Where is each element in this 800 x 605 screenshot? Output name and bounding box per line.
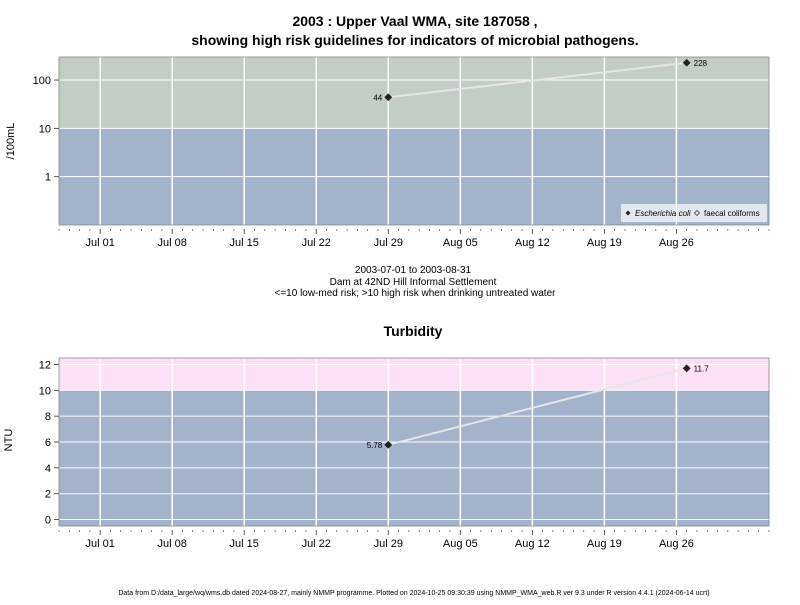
chart2-ylabel: NTU (3, 429, 15, 452)
data-point (384, 93, 393, 102)
x-tick-label: Aug 12 (515, 237, 550, 249)
y-tick-label: 6 (45, 437, 51, 449)
y-tick-label: 8 (45, 411, 51, 423)
data-label: 228 (694, 59, 708, 68)
y-tick-label: 2 (45, 489, 51, 501)
data-point (682, 364, 691, 373)
footer-note: Data from D:/data_large/wq/wms.db dated … (118, 590, 709, 597)
data-label: 5.78 (367, 441, 383, 450)
y-tick-label: 0 (45, 515, 51, 527)
x-tick-label: Aug 05 (443, 237, 478, 249)
legend-marker-filled (625, 210, 631, 216)
y-tick-label: 100 (33, 75, 51, 87)
x-tick-label: Jul 01 (85, 538, 114, 550)
chart2-title: Turbidity (384, 323, 443, 339)
legend-entry-faecal: faecal coliforms (704, 209, 760, 218)
chart1-title-line1: 2003 : Upper Vaal WMA, site 187058 , (292, 13, 537, 29)
risk-band-0 (59, 390, 769, 526)
legend-marker-open (694, 210, 700, 216)
x-tick-label: Aug 26 (659, 237, 694, 249)
chart2-plot: 0 2 4 6 8 10 12 Jul 01 Jul 08 Jul 15 Jul 22 Jul 29 A… (39, 357, 770, 550)
x-tick-label: Aug 05 (443, 538, 478, 550)
y-tick-label: 10 (39, 123, 51, 135)
series-line (388, 367, 687, 446)
y-tick-label: 4 (45, 463, 51, 475)
x-tick-label: Jul 08 (158, 538, 187, 550)
data-point (682, 58, 691, 67)
x-tick-label: Jul 29 (374, 538, 403, 550)
plot-frame (58, 56, 770, 226)
chart1-plot: 1 10 100 Jul 01 Jul 08 Jul 15 Jul 22 Jul 29 Aug … (33, 56, 770, 249)
y-tick-label: 10 (39, 385, 51, 397)
data-label: 11.7 (694, 364, 710, 373)
x-tick-label: Jul 22 (302, 237, 331, 249)
y-tick-label: 1 (45, 172, 51, 184)
legend: Escherichia coli faecal coliforms (621, 204, 767, 222)
chart1-date-range: 2003-07-01 to 2003-08-31 (355, 265, 472, 276)
data-label: 44 (373, 93, 382, 102)
x-tick-label: Jul 15 (230, 237, 259, 249)
x-tick-label: Aug 19 (587, 237, 622, 249)
x-tick-label: Jul 01 (85, 237, 114, 249)
x-tick-label: Aug 19 (587, 538, 622, 550)
data-point (384, 440, 393, 449)
x-tick-label: Jul 08 (158, 237, 187, 249)
chart1-risk-note: <=10 low-med risk; >10 high risk when dr… (275, 288, 557, 299)
legend-entry-ecoli: Escherichia coli (635, 209, 691, 218)
y-tick-label: 12 (39, 359, 51, 371)
risk-band-1 (59, 358, 769, 391)
risk-band-1 (59, 57, 769, 129)
x-tick-label: Aug 26 (659, 538, 694, 550)
x-tick-label: Jul 29 (374, 237, 403, 249)
chart1-ylabel: /100mL (5, 123, 17, 160)
x-tick-label: Jul 15 (230, 538, 259, 550)
chart1-title-line2: showing high risk guidelines for indicat… (191, 32, 638, 48)
legend-box (621, 204, 767, 222)
x-tick-label: Aug 12 (515, 538, 550, 550)
series-line (388, 61, 687, 99)
chart1-site-name: Dam at 42ND Hill Informal Settlement (330, 277, 497, 288)
x-tick-label: Jul 22 (302, 538, 331, 550)
